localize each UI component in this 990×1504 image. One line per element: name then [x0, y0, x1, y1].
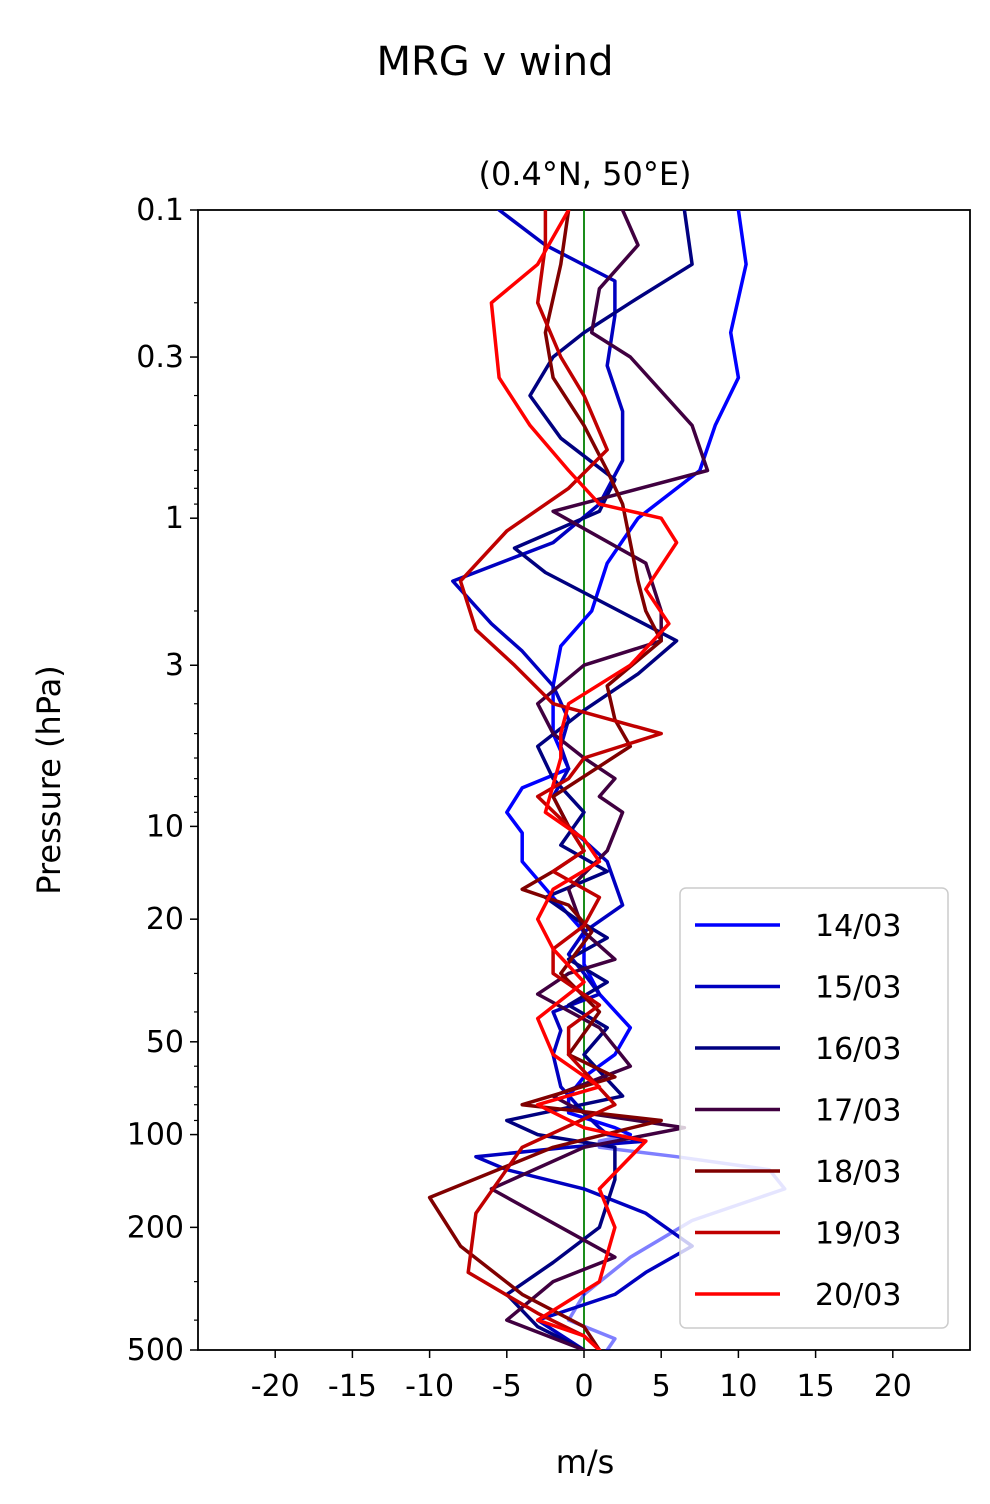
x-tick-label: 20: [874, 1369, 912, 1404]
y-tick-label: 0.1: [136, 193, 184, 228]
x-tick-label: 5: [652, 1369, 671, 1404]
y-tick-label: 100: [127, 1118, 184, 1153]
series-segment: [451, 210, 694, 1350]
series-lines: [427, 210, 787, 1350]
x-tick-label: -10: [405, 1369, 454, 1404]
y-tick-label: 0.3: [136, 340, 184, 375]
plot-area: -20 -15 -10 -5 0 5 10 15 20 0.1 0.3 1 3 10 20 50 100 200 5…: [127, 193, 971, 1404]
y-tick-label: 200: [127, 1210, 184, 1245]
series-segment: [505, 210, 694, 1350]
x-tick-label: -15: [328, 1369, 377, 1404]
series-segment: [489, 210, 679, 1350]
series-line-16-03: [505, 210, 694, 1350]
legend-box: [679, 887, 949, 1329]
y-tick-label: 50: [146, 1025, 184, 1060]
series-line-17-03: [489, 210, 710, 1350]
series-line-20-03: [489, 210, 679, 1350]
y-axis-label: Pressure (hPa): [30, 665, 68, 895]
y-tick-label: 3: [165, 648, 184, 683]
y-tick-label: 10: [146, 809, 184, 844]
x-axis-label: m/s: [556, 1443, 615, 1481]
x-tick-label: 15: [797, 1369, 835, 1404]
legend-label: 15/03: [815, 971, 901, 1006]
y-tick-label: 20: [146, 902, 184, 937]
legend-label: 18/03: [815, 1155, 901, 1190]
x-tick-label: 10: [719, 1369, 757, 1404]
series-line-15-03: [451, 210, 694, 1350]
figure-title: MRG v wind: [377, 39, 614, 85]
legend-label: 16/03: [815, 1032, 901, 1067]
legend-label: 19/03: [815, 1217, 901, 1252]
series-segment: [489, 210, 710, 1350]
legend-label: 20/03: [815, 1278, 901, 1313]
chart-title: (0.4°N, 50°E): [478, 155, 691, 193]
series-segment: [505, 210, 748, 1137]
x-tick-label: -20: [251, 1369, 300, 1404]
legend-label: 14/03: [815, 909, 901, 944]
y-tick-label: 500: [127, 1333, 184, 1368]
x-tick-label: -5: [492, 1369, 522, 1404]
y-tick-label: 1: [165, 501, 184, 536]
legend: 14/03 15/03 16/03 17/03 18/03 19/03 20/03: [679, 887, 949, 1329]
x-tick-label: 0: [574, 1369, 593, 1404]
legend-label: 17/03: [815, 1094, 901, 1129]
